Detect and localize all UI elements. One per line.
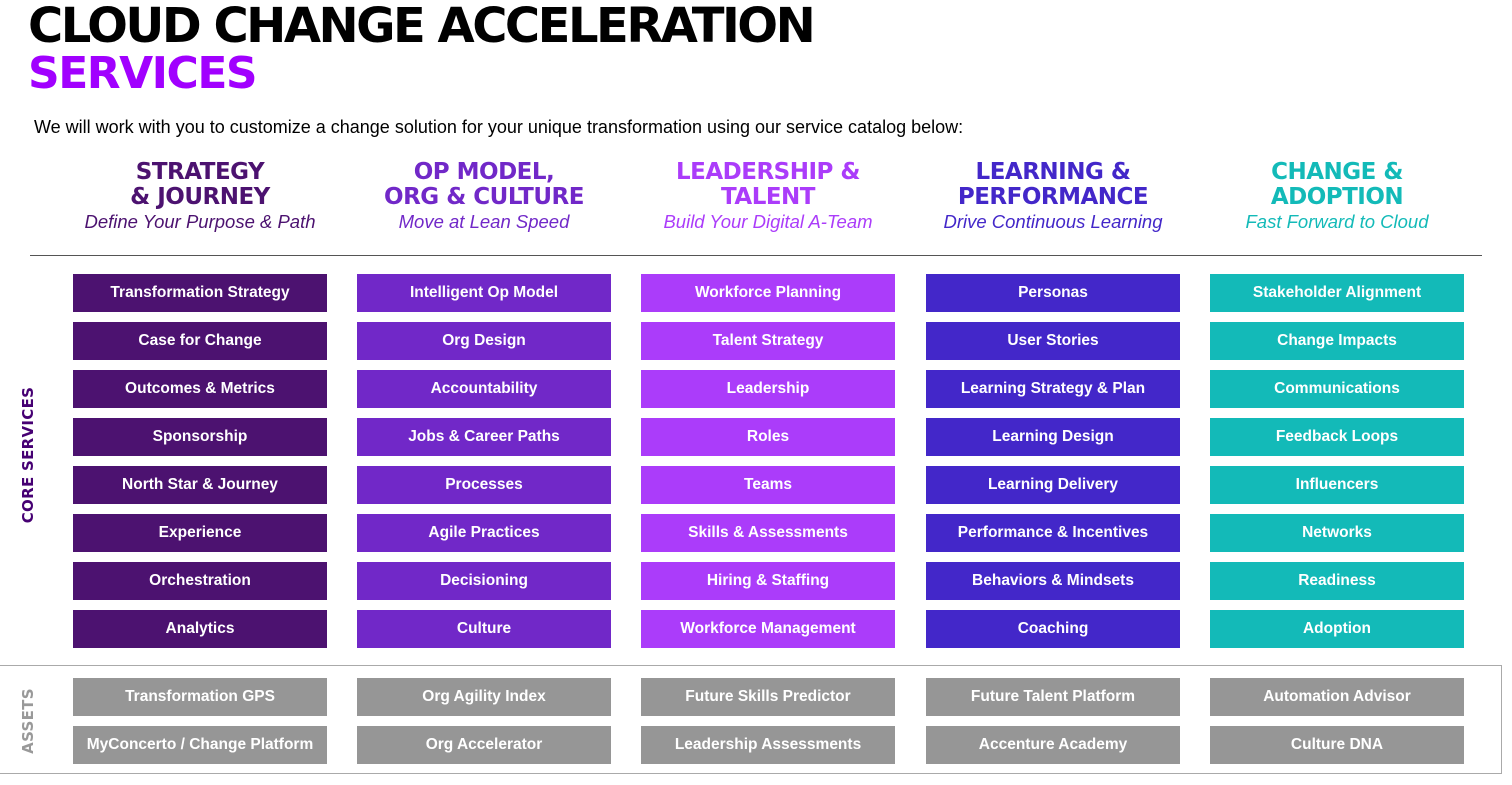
service-box: Roles <box>641 418 895 456</box>
asset-box: Future Skills Predictor <box>641 678 895 716</box>
service-box: Feedback Loops <box>1210 418 1464 456</box>
service-box: Talent Strategy <box>641 322 895 360</box>
page-subtitle: We will work with you to customize a cha… <box>34 117 964 137</box>
column-subtitle: Move at Lean Speed <box>398 211 570 232</box>
service-box: Teams <box>641 466 895 504</box>
column-subtitle: Define Your Purpose & Path <box>84 211 316 232</box>
column-subtitle: Build Your Digital A-Team <box>663 211 873 232</box>
header-divider <box>30 255 1482 256</box>
asset-box: Org Agility Index <box>357 678 611 716</box>
service-box: Experience <box>73 514 327 552</box>
assets-frame <box>0 665 1502 774</box>
service-box: Accountability <box>357 370 611 408</box>
column-header: LEARNING & PERFORMANCE Drive Continuous L… <box>903 160 1203 233</box>
asset-box: Culture DNA <box>1210 726 1464 764</box>
page-title: CLOUD CHANGE ACCELERATION <box>28 0 816 54</box>
core-services-label: CORE SERVICES <box>19 386 37 524</box>
service-box: Skills & Assessments <box>641 514 895 552</box>
service-box: Leadership <box>641 370 895 408</box>
column-title: LEADERSHIP & TALENT <box>676 159 860 210</box>
service-box: Change Impacts <box>1210 322 1464 360</box>
service-box: Communications <box>1210 370 1464 408</box>
asset-box: Leadership Assessments <box>641 726 895 764</box>
column-subtitle: Fast Forward to Cloud <box>1245 211 1429 232</box>
service-box: Hiring & Staffing <box>641 562 895 600</box>
service-box: Org Design <box>357 322 611 360</box>
column-title: OP MODEL, ORG & CULTURE <box>384 159 584 210</box>
service-box: Networks <box>1210 514 1464 552</box>
service-box: Decisioning <box>357 562 611 600</box>
service-box: Orchestration <box>73 562 327 600</box>
service-box: Processes <box>357 466 611 504</box>
service-box: Learning Design <box>926 418 1180 456</box>
service-box: Behaviors & Mindsets <box>926 562 1180 600</box>
service-box: Sponsorship <box>73 418 327 456</box>
service-box: Workforce Management <box>641 610 895 648</box>
service-box: Influencers <box>1210 466 1464 504</box>
service-box: Personas <box>926 274 1180 312</box>
asset-box: Transformation GPS <box>73 678 327 716</box>
page-title-accent: SERVICES <box>28 48 258 99</box>
column-header: CHANGE & ADOPTION Fast Forward to Cloud <box>1187 160 1487 233</box>
service-box: Agile Practices <box>357 514 611 552</box>
service-box: Stakeholder Alignment <box>1210 274 1464 312</box>
asset-box: Future Talent Platform <box>926 678 1180 716</box>
service-box: Transformation Strategy <box>73 274 327 312</box>
service-box: Learning Delivery <box>926 466 1180 504</box>
service-box: Analytics <box>73 610 327 648</box>
service-box: Jobs & Career Paths <box>357 418 611 456</box>
column-header: OP MODEL, ORG & CULTURE Move at Lean Spee… <box>334 160 634 233</box>
asset-box: MyConcerto / Change Platform <box>73 726 327 764</box>
service-box: Outcomes & Metrics <box>73 370 327 408</box>
service-box: Coaching <box>926 610 1180 648</box>
column-header: LEADERSHIP & TALENT Build Your Digital A-… <box>618 160 918 233</box>
service-box: Performance & Incentives <box>926 514 1180 552</box>
service-box: Adoption <box>1210 610 1464 648</box>
asset-box: Accenture Academy <box>926 726 1180 764</box>
column-title: LEARNING & PERFORMANCE <box>957 159 1149 210</box>
service-box: North Star & Journey <box>73 466 327 504</box>
asset-box: Automation Advisor <box>1210 678 1464 716</box>
service-box: Intelligent Op Model <box>357 274 611 312</box>
column-subtitle: Drive Continuous Learning <box>943 211 1163 232</box>
asset-box: Org Accelerator <box>357 726 611 764</box>
column-header: STRATEGY & JOURNEY Define Your Purpose & … <box>50 160 350 233</box>
service-box: Case for Change <box>73 322 327 360</box>
service-box: Culture <box>357 610 611 648</box>
service-box: User Stories <box>926 322 1180 360</box>
service-box: Learning Strategy & Plan <box>926 370 1180 408</box>
column-title: STRATEGY & JOURNEY <box>130 159 270 210</box>
service-box: Workforce Planning <box>641 274 895 312</box>
service-box: Readiness <box>1210 562 1464 600</box>
column-title: CHANGE & ADOPTION <box>1270 159 1404 210</box>
assets-label: ASSETS <box>19 688 37 754</box>
